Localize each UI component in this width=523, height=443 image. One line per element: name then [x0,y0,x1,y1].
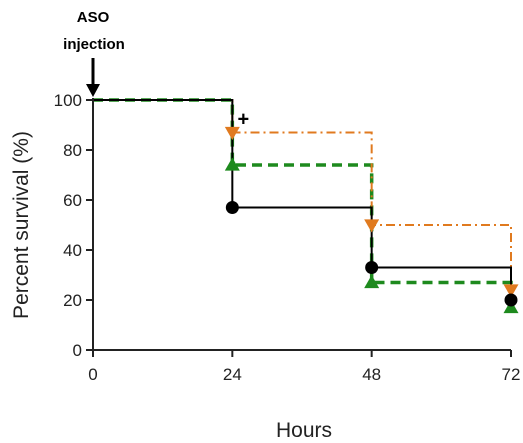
y-tick-label: 80 [63,141,82,160]
data-point-triangle-down [224,126,240,140]
annotation-label-line1: ASO [77,9,110,26]
y-tick-label: 100 [54,91,82,110]
y-tick-label: 40 [63,241,82,260]
data-point-triangle-up [364,275,380,289]
axes-layer: 0 20 40 60 80 100 0 24 48 72 Hours Percent survival… [10,91,520,442]
series-line-dashed [93,98,513,308]
x-tick-label: 24 [223,365,242,384]
series-line-dash-dot [93,99,512,290]
data-point-triangle-down [364,219,380,233]
data-point-triangle-up [503,300,519,314]
x-tick-label: 72 [502,365,521,384]
y-tick-label: 60 [63,191,82,210]
data-point-circle [365,261,379,274]
injection-arrow-head [86,84,100,97]
annotation-label-line2: injection [63,36,125,53]
y-axis-title: Percent survival (%) [10,131,33,319]
data-point-triangle-up [224,157,240,171]
x-tick-label: 0 [88,365,97,384]
series-layer [93,98,513,308]
data-point-circle [225,201,239,214]
x-tick-label: 48 [362,365,381,384]
y-tick-label: 20 [63,291,82,310]
censor-mark: + [237,109,249,131]
series-line-solid [93,99,512,300]
y-tick-label: 0 [73,341,82,360]
x-axis-title: Hours [276,419,332,442]
marker-layer [224,126,519,314]
data-point-triangle-down [503,284,519,298]
annotation-layer: ASO injection + [63,9,249,131]
data-point-circle [504,293,518,307]
